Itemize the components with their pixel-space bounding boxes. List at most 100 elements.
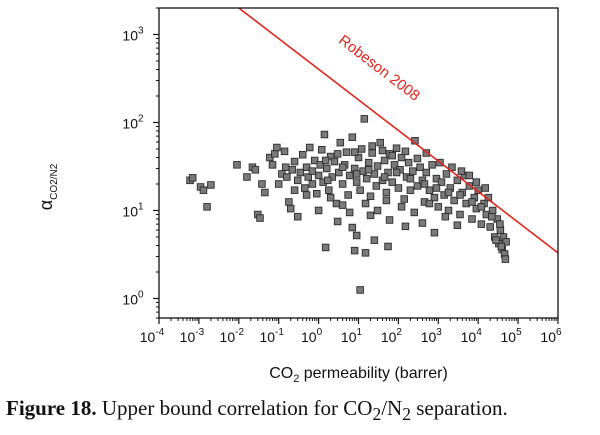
- data-point: [268, 161, 277, 169]
- data-point: [285, 198, 293, 206]
- data-point: [390, 161, 399, 169]
- data-point: [481, 184, 489, 192]
- caption-text-part: Upper bound correlation for CO: [101, 396, 373, 420]
- data-point: [376, 138, 384, 147]
- data-point: [320, 130, 329, 139]
- data-points: [186, 115, 510, 294]
- data-point: [488, 206, 497, 215]
- data-point: [456, 210, 464, 219]
- data-point: [361, 199, 370, 208]
- data-point: [450, 196, 458, 205]
- data-point: [457, 167, 466, 175]
- data-point: [501, 255, 510, 263]
- data-point: [338, 201, 347, 209]
- data-point: [348, 223, 357, 232]
- data-point: [497, 242, 506, 251]
- data-point: [286, 204, 295, 213]
- data-point: [472, 178, 481, 186]
- figure-label: Figure 18.: [6, 396, 97, 420]
- data-point: [392, 144, 401, 152]
- data-point: [330, 157, 339, 166]
- data-point: [422, 149, 431, 157]
- data-point: [368, 142, 376, 150]
- y-tick-label: 101: [122, 201, 144, 219]
- data-point: [325, 186, 333, 194]
- data-point: [373, 162, 382, 170]
- data-point: [434, 203, 443, 211]
- data-point: [345, 208, 354, 217]
- data-point: [281, 163, 290, 171]
- data-point: [306, 143, 314, 152]
- data-point: [373, 206, 382, 215]
- data-point: [413, 154, 422, 163]
- x-tick-label: 10-2: [220, 327, 245, 345]
- data-point: [342, 148, 351, 156]
- data-point: [372, 182, 381, 190]
- data-point: [301, 184, 309, 192]
- data-point: [318, 145, 326, 154]
- data-point: [324, 176, 332, 185]
- data-point: [401, 222, 410, 231]
- data-point: [397, 153, 406, 162]
- data-point: [468, 198, 476, 206]
- data-point: [296, 168, 305, 177]
- data-point: [425, 186, 434, 194]
- caption-text: Upper bound correlation for CO2/N2 separ…: [101, 396, 508, 424]
- data-point: [203, 203, 211, 211]
- data-point: [350, 246, 359, 255]
- scatter-chart: 10-4 10-3 10-2 10-1 100 101 102 103 104 105 106 100…: [36, 7, 562, 385]
- y-tick-label: 103: [122, 25, 144, 43]
- data-point: [401, 147, 410, 156]
- data-point: [348, 133, 357, 141]
- chart-area: 10-4 10-3 10-2 10-1 100 101 102 103 104 105 106 100…: [36, 7, 562, 385]
- data-point: [271, 150, 279, 158]
- data-point: [256, 214, 264, 222]
- data-point: [465, 182, 474, 190]
- data-point: [243, 173, 251, 181]
- data-point: [352, 178, 361, 186]
- x-tick-label: 101: [341, 327, 363, 345]
- data-point: [274, 180, 283, 188]
- data-point: [293, 176, 302, 185]
- data-point: [314, 171, 323, 180]
- data-point: [188, 174, 197, 182]
- data-point: [233, 161, 241, 169]
- data-point: [321, 243, 330, 252]
- data-point: [352, 170, 361, 178]
- x-tick-label: 10-1: [259, 327, 284, 345]
- data-point: [361, 249, 370, 257]
- data-point: [456, 191, 464, 199]
- data-point: [290, 186, 299, 194]
- data-point: [428, 161, 436, 169]
- caption-text-part: /N: [381, 396, 403, 420]
- data-point: [302, 191, 311, 199]
- data-point: [364, 158, 373, 167]
- data-point: [397, 203, 406, 211]
- data-point: [444, 188, 453, 197]
- data-point: [400, 195, 408, 203]
- data-point: [293, 212, 302, 221]
- data-point: [251, 166, 260, 174]
- data-point: [477, 203, 486, 211]
- data-point: [310, 156, 319, 165]
- data-point: [207, 181, 215, 189]
- data-point: [382, 196, 391, 205]
- data-point: [385, 216, 394, 224]
- x-tick-label: 105: [501, 327, 523, 345]
- caption-subscript: 2: [402, 404, 411, 425]
- data-point: [345, 171, 354, 180]
- data-point: [357, 145, 366, 153]
- y-axis-title: αCO2/N2: [36, 163, 60, 210]
- data-point: [442, 170, 451, 178]
- data-point: [409, 167, 417, 175]
- data-point: [364, 166, 373, 174]
- data-point: [336, 138, 345, 147]
- data-point: [430, 193, 439, 202]
- data-point: [308, 167, 317, 175]
- data-point: [366, 192, 375, 201]
- x-tick-label: 106: [540, 327, 562, 345]
- data-point: [430, 228, 439, 237]
- data-point: [288, 166, 297, 174]
- data-point: [502, 238, 510, 246]
- data-point: [335, 168, 343, 177]
